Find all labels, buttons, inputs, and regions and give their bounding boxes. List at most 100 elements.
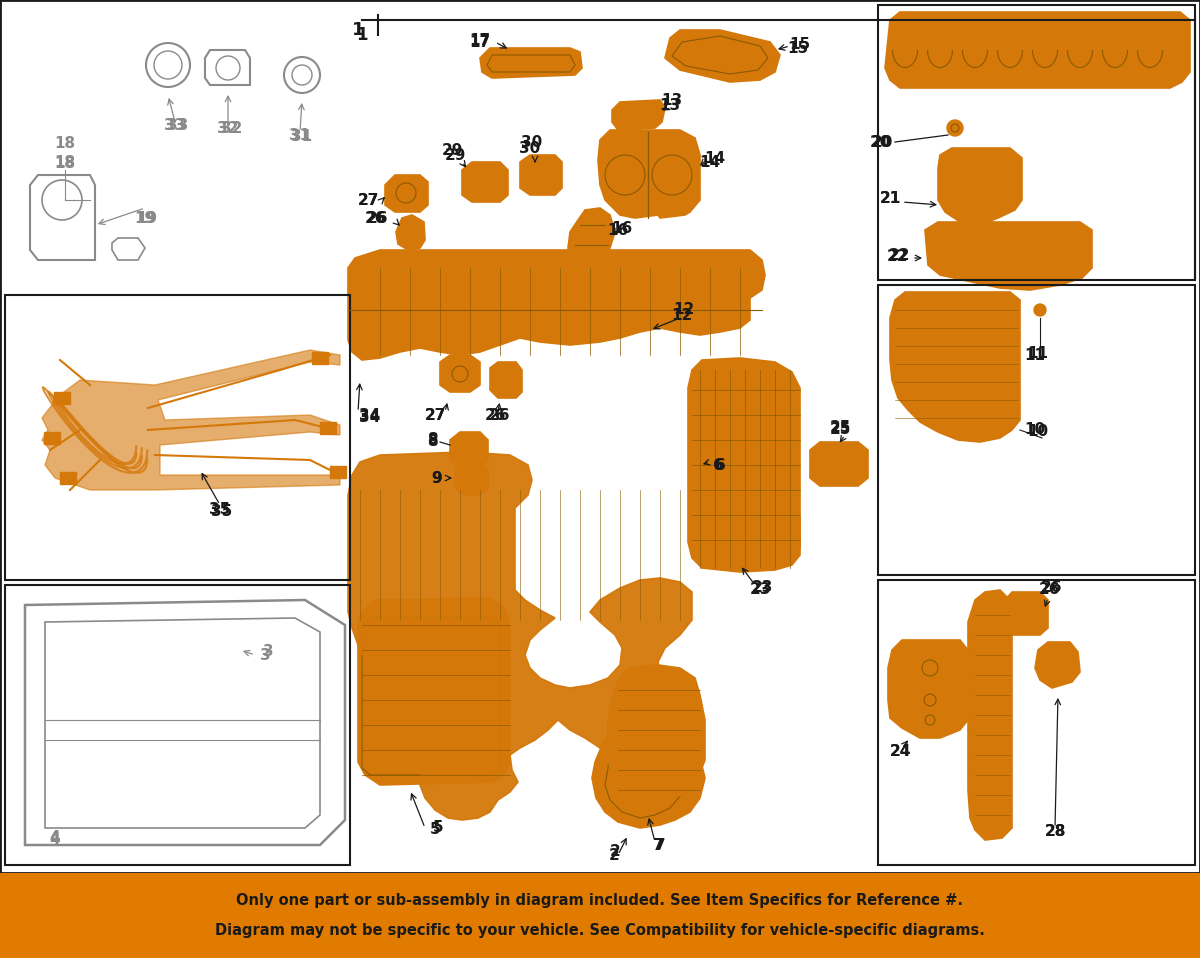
Bar: [878, 285, 1195, 575]
Polygon shape: [598, 130, 700, 218]
Polygon shape: [665, 30, 780, 82]
Text: 26: 26: [490, 407, 511, 422]
Text: 4: 4: [49, 831, 60, 846]
Text: 27: 27: [358, 193, 379, 208]
Polygon shape: [440, 355, 480, 392]
Text: 25: 25: [829, 421, 851, 436]
Text: 20: 20: [871, 134, 893, 149]
Polygon shape: [455, 462, 488, 495]
Bar: [5, 295, 350, 580]
Text: 12: 12: [671, 308, 692, 323]
Text: 15: 15: [790, 36, 810, 52]
Text: 28: 28: [1044, 825, 1066, 839]
Text: 30: 30: [520, 141, 541, 155]
Polygon shape: [810, 442, 868, 486]
Text: 11: 11: [1027, 347, 1049, 361]
Bar: [5, 585, 350, 865]
Polygon shape: [608, 665, 706, 805]
Text: 3: 3: [259, 648, 270, 663]
Text: 24: 24: [889, 744, 911, 760]
Text: 8: 8: [427, 435, 437, 449]
Polygon shape: [568, 208, 616, 268]
Text: 11: 11: [1025, 348, 1045, 362]
Bar: [60, 472, 76, 484]
Text: 32: 32: [217, 121, 239, 135]
Text: 23: 23: [749, 582, 770, 598]
Text: 31: 31: [289, 127, 311, 143]
Text: 22: 22: [889, 247, 911, 262]
Polygon shape: [462, 162, 508, 202]
Text: 35: 35: [209, 503, 230, 517]
Text: Only one part or sub-assembly in diagram included. See Item Specifics for Refere: Only one part or sub-assembly in diagram…: [236, 894, 964, 908]
Polygon shape: [938, 148, 1022, 225]
Text: 6: 6: [713, 458, 724, 472]
Text: 15: 15: [787, 40, 809, 56]
Text: 4: 4: [49, 833, 60, 848]
Text: 30: 30: [521, 134, 542, 149]
Bar: [878, 5, 1195, 280]
Bar: [44, 432, 60, 444]
Polygon shape: [886, 12, 1190, 88]
Text: 24: 24: [889, 744, 911, 760]
Text: 35: 35: [211, 505, 233, 519]
Circle shape: [1034, 304, 1046, 316]
Text: 32: 32: [221, 121, 242, 135]
Text: 1: 1: [352, 21, 365, 39]
Text: 13: 13: [661, 93, 683, 107]
Circle shape: [947, 120, 964, 136]
Text: 19: 19: [137, 211, 157, 225]
Text: 14: 14: [700, 154, 720, 170]
Polygon shape: [385, 175, 428, 212]
Bar: [320, 422, 336, 434]
Bar: [312, 352, 328, 364]
Text: 9: 9: [432, 470, 443, 486]
Text: 27: 27: [425, 407, 445, 422]
Polygon shape: [688, 358, 800, 572]
Text: 1: 1: [356, 26, 367, 44]
Polygon shape: [450, 432, 488, 468]
Polygon shape: [612, 100, 665, 130]
Bar: [878, 580, 1195, 865]
Text: 7: 7: [653, 837, 664, 853]
Polygon shape: [968, 590, 1012, 840]
Bar: [0, 873, 1200, 958]
Text: 26: 26: [1042, 581, 1063, 596]
Text: 26: 26: [485, 407, 505, 422]
Text: 17: 17: [469, 34, 491, 50]
Text: 21: 21: [880, 191, 901, 206]
Text: 29: 29: [444, 148, 466, 163]
Text: 19: 19: [134, 211, 156, 225]
Text: 18: 18: [54, 154, 76, 170]
Text: 2: 2: [608, 848, 619, 862]
Text: 7: 7: [655, 837, 665, 853]
Text: 10: 10: [1027, 424, 1049, 440]
Polygon shape: [1034, 642, 1080, 688]
Polygon shape: [348, 250, 766, 360]
Text: 29: 29: [442, 143, 463, 157]
Text: 16: 16: [607, 222, 629, 238]
Text: 34: 34: [359, 407, 380, 422]
Polygon shape: [358, 598, 510, 785]
Text: 22: 22: [887, 248, 908, 263]
Text: 28: 28: [1044, 825, 1066, 839]
Text: 27: 27: [358, 193, 379, 208]
Text: 5: 5: [430, 823, 440, 837]
Text: 25: 25: [829, 422, 851, 438]
Text: 9: 9: [432, 470, 443, 486]
Polygon shape: [396, 215, 425, 250]
Polygon shape: [925, 222, 1092, 290]
Text: 6: 6: [715, 458, 725, 472]
Text: Diagram may not be specific to your vehicle. See Compatibility for vehicle-speci: Diagram may not be specific to your vehi…: [215, 924, 985, 939]
Text: 16: 16: [611, 220, 632, 236]
Text: 10: 10: [1025, 422, 1045, 438]
Polygon shape: [348, 452, 692, 820]
Text: 33: 33: [167, 118, 188, 132]
Text: 8: 8: [427, 432, 437, 447]
Polygon shape: [490, 362, 522, 398]
Text: 3: 3: [263, 645, 274, 659]
Text: 26: 26: [1039, 582, 1061, 598]
Text: 2: 2: [610, 845, 620, 859]
Text: 31: 31: [292, 128, 312, 144]
Text: 27: 27: [425, 407, 445, 422]
Text: 26: 26: [365, 211, 385, 225]
